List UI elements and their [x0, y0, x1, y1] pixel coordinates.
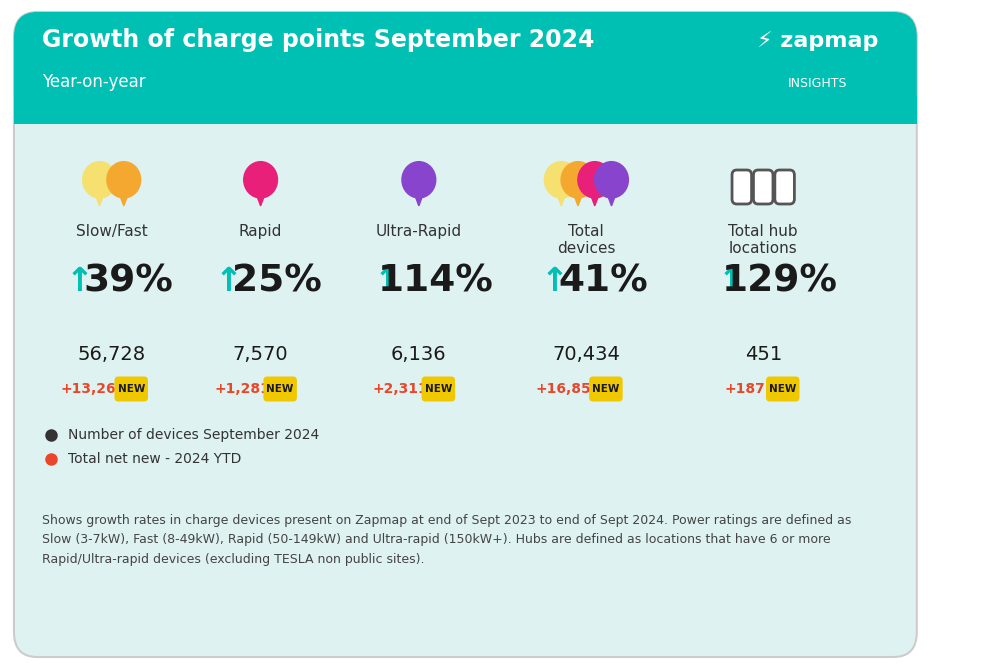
- Text: ↑: ↑: [541, 264, 569, 298]
- Text: ⚡ zapmap: ⚡ zapmap: [757, 31, 878, 51]
- FancyBboxPatch shape: [589, 377, 623, 401]
- Polygon shape: [605, 188, 618, 206]
- FancyBboxPatch shape: [14, 12, 917, 124]
- Text: 6,136: 6,136: [391, 345, 447, 363]
- Circle shape: [561, 162, 595, 198]
- Text: 114%: 114%: [378, 263, 494, 299]
- FancyBboxPatch shape: [263, 377, 297, 401]
- FancyBboxPatch shape: [14, 12, 917, 657]
- Text: ↑: ↑: [215, 264, 243, 298]
- Text: 129%: 129%: [722, 263, 838, 299]
- Text: Slow/Fast: Slow/Fast: [76, 224, 148, 239]
- Text: ↑: ↑: [373, 264, 401, 298]
- Text: Ultra-Rapid: Ultra-Rapid: [376, 224, 462, 239]
- Text: ↑: ↑: [66, 264, 94, 298]
- Text: Year-on-year: Year-on-year: [42, 73, 146, 91]
- Text: NEW: NEW: [266, 384, 294, 394]
- Text: +16,854: +16,854: [535, 382, 601, 396]
- Text: 25%: 25%: [232, 263, 322, 299]
- Text: +2,311: +2,311: [372, 382, 428, 396]
- FancyBboxPatch shape: [732, 170, 752, 204]
- FancyBboxPatch shape: [114, 377, 148, 401]
- Text: +1,281: +1,281: [214, 382, 270, 396]
- Text: NEW: NEW: [425, 384, 452, 394]
- Text: ↑: ↑: [718, 264, 746, 298]
- Text: Total
devices: Total devices: [557, 224, 616, 256]
- Circle shape: [83, 162, 116, 198]
- Text: 7,570: 7,570: [233, 345, 288, 363]
- Polygon shape: [412, 188, 426, 206]
- Text: +187: +187: [724, 382, 765, 396]
- Polygon shape: [254, 188, 267, 206]
- Text: +13,262: +13,262: [60, 382, 126, 396]
- Circle shape: [544, 162, 578, 198]
- Polygon shape: [571, 188, 585, 206]
- FancyBboxPatch shape: [775, 170, 794, 204]
- FancyBboxPatch shape: [766, 377, 800, 401]
- Text: 41%: 41%: [558, 263, 648, 299]
- Text: NEW: NEW: [769, 384, 796, 394]
- Circle shape: [402, 162, 436, 198]
- Circle shape: [578, 162, 612, 198]
- Text: 39%: 39%: [84, 263, 173, 299]
- Text: 56,728: 56,728: [78, 345, 146, 363]
- Text: Total hub
locations: Total hub locations: [728, 224, 798, 256]
- Text: NEW: NEW: [118, 384, 145, 394]
- Text: Shows growth rates in charge devices present on Zapmap at end of Sept 2023 to en: Shows growth rates in charge devices pre…: [42, 514, 851, 566]
- Bar: [14, 96, 917, 124]
- Text: 70,434: 70,434: [552, 345, 620, 363]
- Text: NEW: NEW: [592, 384, 620, 394]
- Text: INSIGHTS: INSIGHTS: [787, 77, 847, 90]
- Text: Total net new - 2024 YTD: Total net new - 2024 YTD: [68, 452, 241, 466]
- Text: Growth of charge points September 2024: Growth of charge points September 2024: [42, 28, 594, 52]
- Text: Rapid: Rapid: [239, 224, 282, 239]
- Circle shape: [107, 162, 141, 198]
- Circle shape: [244, 162, 277, 198]
- Polygon shape: [588, 188, 601, 206]
- Polygon shape: [555, 188, 568, 206]
- FancyBboxPatch shape: [422, 377, 455, 401]
- FancyBboxPatch shape: [753, 170, 773, 204]
- Polygon shape: [117, 188, 130, 206]
- Circle shape: [595, 162, 628, 198]
- Polygon shape: [93, 188, 106, 206]
- Text: Number of devices September 2024: Number of devices September 2024: [68, 428, 319, 442]
- Text: 451: 451: [745, 345, 782, 363]
